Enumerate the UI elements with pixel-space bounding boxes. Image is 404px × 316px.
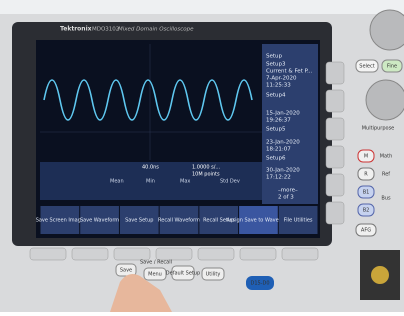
side-time: 17:12:22 [266,175,291,181]
side-more[interactable]: –more– [278,188,298,194]
btn-label: Bus [381,196,391,202]
knob[interactable] [370,10,404,50]
btn-label: Save / Recall [140,260,172,266]
side-date: 30-Jan-2020 [266,168,300,174]
side-item[interactable]: Setup6 [266,156,286,162]
bottom-menu-label: File Utilities [284,218,313,224]
btn-label: AFG [361,228,371,234]
side-item[interactable]: Setup4 [266,93,286,99]
rate: 1.0000 s/... [192,165,221,171]
softkeys [30,248,318,260]
btn-label: B1 [363,190,370,196]
side-detail: Current & Fet P... [266,69,313,75]
btn-label: Select [359,64,374,70]
side-date: 15-Jan-2020 [266,111,300,117]
scene: Tektronix MDO3102 Mixed Domain Oscillosc… [0,0,404,312]
timebase: 40.0ns [142,165,159,171]
side-item[interactable]: Setup3 [266,62,286,68]
connector [371,266,389,284]
side-title: Setup [266,54,283,60]
btn-label: Menu [148,272,162,278]
multipurpose: Multipurpose [362,126,395,132]
btn-label: Ref [382,172,390,178]
brand: Tektronix [60,26,92,33]
case-top [0,0,404,14]
bottom-menu-label: Recall Waveform [158,218,200,224]
btn-label: D15-D0 [250,281,269,287]
btn-label: Save [120,268,132,274]
bottom-menu-label: Save Waveform [80,218,119,224]
btn-label: Fine [387,64,397,70]
side-page: 2 of 3 [278,195,294,201]
side-date: 23-Jan-2020 [266,140,300,146]
btn-label: Utility [206,272,221,278]
side-date: 7-Apr-2020 [266,76,297,82]
btn-label: Math [380,154,393,160]
btn-label: R [364,172,368,178]
btn-label: Default Setup [166,271,200,277]
btn-label: M [364,154,368,160]
side-time: 11:25:33 [266,83,291,89]
bottom-menu-label: Save Setup [125,218,153,224]
side-time: 18:21:07 [266,147,291,153]
model: MDO3102 [92,27,119,33]
model-desc: Mixed Domain Oscilloscope [118,27,194,33]
col: Max [180,179,190,185]
btn-label: B2 [363,208,370,214]
side-item[interactable]: Setup5 [266,127,286,133]
knob[interactable] [366,80,404,120]
col: Mean [110,179,124,185]
points: 10M points [192,172,220,178]
side-time: 19:26:37 [266,118,291,124]
col: Std Dev [220,179,240,185]
col: Min [146,179,155,185]
bottom-menu-label: Save Screen Image [36,218,84,224]
